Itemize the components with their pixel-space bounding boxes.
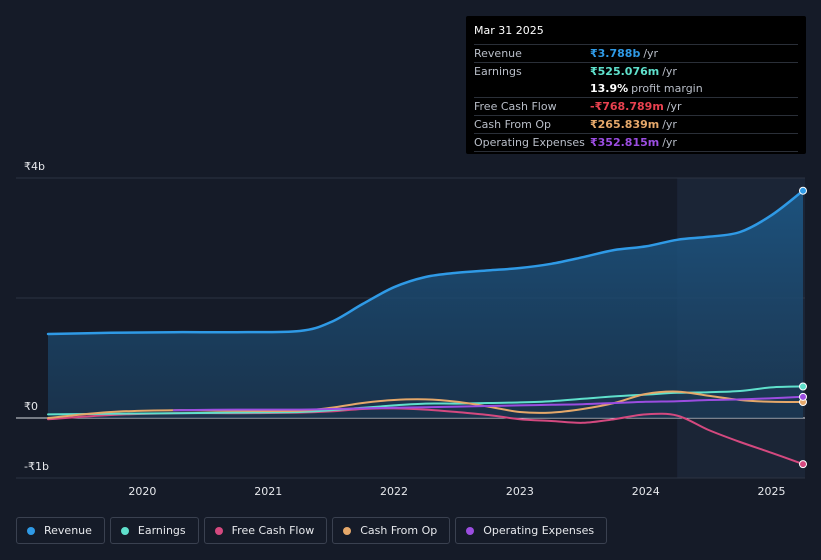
tooltip-value: ₹3.788b	[590, 47, 641, 60]
tooltip-unit: /yr	[662, 65, 677, 78]
y-tick-label: ₹4b	[24, 160, 45, 173]
legend-dot-icon	[120, 526, 129, 535]
tooltip-unit: /yr	[662, 118, 677, 131]
tooltip-unit: /yr	[643, 47, 659, 60]
tooltip-label: Cash From Op	[474, 118, 552, 131]
legend-label: Revenue	[44, 524, 92, 537]
legend-dot-icon	[343, 526, 352, 535]
tooltip-label: Free Cash Flow	[474, 100, 557, 113]
end-point-marker	[799, 460, 807, 469]
tooltip-value: ₹352.815m	[590, 136, 660, 149]
tooltip-unit: /yr	[666, 100, 682, 113]
legend-item-earnings[interactable]: Earnings	[109, 517, 199, 544]
legend-label: Earnings	[137, 524, 186, 537]
x-tick-label: 2024	[631, 485, 660, 498]
legend-dot-icon	[466, 526, 475, 535]
series-area-revenue	[48, 190, 803, 418]
x-tick-label: 2022	[380, 485, 409, 498]
tooltip-label: Earnings	[474, 65, 522, 78]
data-tooltip: Mar 31 2025 Revenue ₹3.788b /yr Earnings…	[466, 16, 806, 154]
x-tick-label: 2020	[128, 485, 157, 498]
tooltip-label: Operating Expenses	[474, 136, 585, 149]
legend-dot-icon	[27, 526, 35, 535]
tooltip-row-revenue: Revenue ₹3.788b /yr	[474, 44, 798, 62]
x-tick-label: 2023	[505, 485, 534, 498]
tooltip-value: 13.9%	[590, 82, 629, 95]
tooltip-row-cash-from-op: Cash From Op ₹265.839m /yr	[474, 115, 798, 133]
tooltip-unit: profit margin	[631, 82, 703, 95]
tooltip-row-earnings: Earnings ₹525.076m /yr	[474, 62, 798, 80]
tooltip-row-operating-expenses: Operating Expenses ₹352.815m /yr	[474, 133, 798, 151]
series-line-earnings	[47, 385, 804, 416]
tooltip-row-free-cash-flow: Free Cash Flow -₹768.789m /yr	[474, 97, 798, 115]
legend-dot-icon	[214, 526, 223, 535]
legend-item-revenue[interactable]: Revenue	[16, 517, 105, 544]
tooltip-date: Mar 31 2025	[474, 24, 544, 37]
legend-item-free-cash-flow[interactable]: Free Cash Flow	[203, 517, 328, 544]
chart-legend: Revenue Earnings Free Cash Flow Cash Fro…	[16, 517, 608, 544]
tooltip-value: ₹265.839m	[590, 118, 660, 131]
series-line-revenue	[46, 189, 805, 336]
y-tick-label: ₹0	[24, 400, 38, 413]
y-tick-label: -₹1b	[24, 460, 49, 473]
legend-label: Cash From Op	[360, 524, 438, 537]
series-line-operating-expenses	[172, 395, 804, 412]
tooltip-unit: /yr	[662, 136, 677, 149]
end-point-marker	[799, 186, 807, 195]
legend-item-cash-from-op[interactable]: Cash From Op	[332, 517, 451, 544]
legend-item-operating-expenses[interactable]: Operating Expenses	[455, 517, 608, 544]
tooltip-label: Revenue	[474, 47, 522, 60]
tooltip-row-margin: 13.9% profit margin	[474, 80, 798, 97]
tooltip-label	[474, 80, 590, 97]
x-tick-label: 2021	[254, 485, 283, 498]
end-point-marker	[799, 382, 807, 391]
end-point-marker	[799, 392, 807, 401]
tooltip-value: -₹768.789m	[590, 100, 664, 113]
legend-label: Free Cash Flow	[231, 524, 315, 537]
x-tick-label: 2025	[757, 485, 786, 498]
tooltip-value: ₹525.076m	[590, 65, 660, 78]
legend-label: Operating Expenses	[483, 524, 595, 537]
